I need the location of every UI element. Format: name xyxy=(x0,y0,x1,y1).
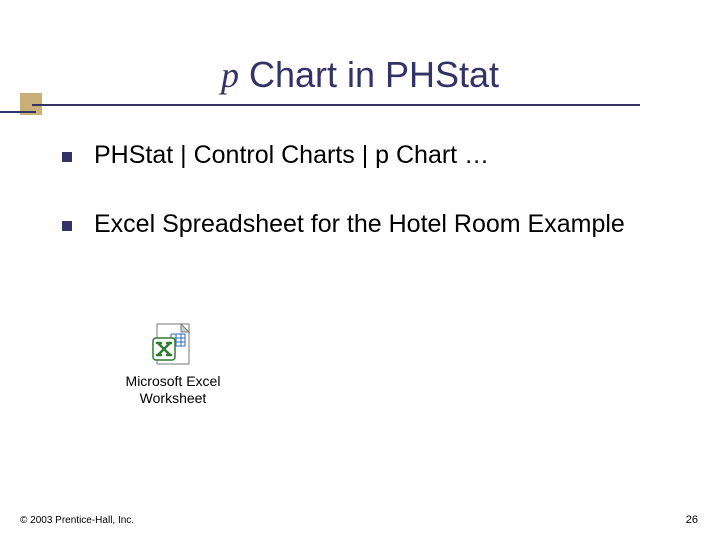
title-block: p Chart in PHStat xyxy=(0,55,720,96)
excel-caption-line1: Microsoft Excel xyxy=(126,373,221,389)
excel-embed-caption: Microsoft Excel Worksheet xyxy=(113,373,233,407)
excel-caption-line2: Worksheet xyxy=(140,390,207,406)
bullet-icon xyxy=(62,221,72,231)
title-italic-prefix: p xyxy=(221,55,239,95)
bullet-text: Excel Spreadsheet for the Hotel Room Exa… xyxy=(94,209,625,240)
title-rest: Chart in PHStat xyxy=(239,54,499,95)
title-underline-short xyxy=(0,111,36,113)
title-underline-long xyxy=(32,104,640,106)
content-area: PHStat | Control Charts | p Chart … Exce… xyxy=(62,140,670,279)
bullet-icon xyxy=(62,152,72,162)
copyright-footer: © 2003 Prentice-Hall, Inc. xyxy=(20,515,134,526)
slide-number: 26 xyxy=(686,514,698,526)
bullet-item: PHStat | Control Charts | p Chart … xyxy=(62,140,670,171)
slide: p Chart in PHStat PHStat | Control Chart… xyxy=(0,0,720,540)
excel-worksheet-icon xyxy=(149,320,197,368)
bullet-item: Excel Spreadsheet for the Hotel Room Exa… xyxy=(62,209,670,240)
excel-embed[interactable]: Microsoft Excel Worksheet xyxy=(113,320,233,407)
bullet-text: PHStat | Control Charts | p Chart … xyxy=(94,140,489,171)
slide-title: p Chart in PHStat xyxy=(0,55,720,96)
